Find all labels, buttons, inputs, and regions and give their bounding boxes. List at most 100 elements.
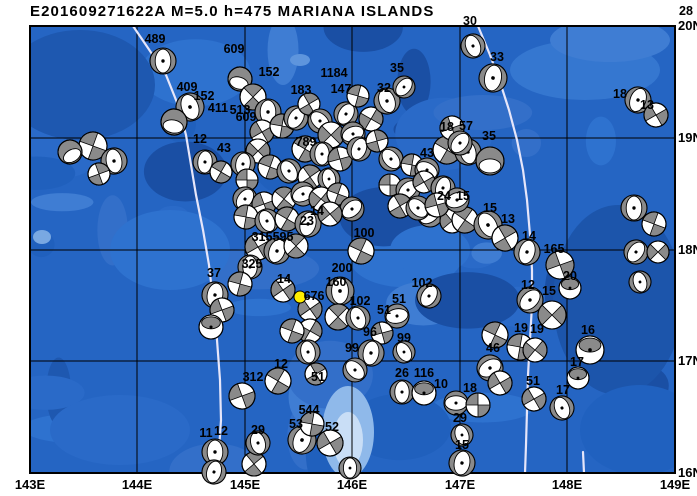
focal-mechanism-ball	[283, 233, 309, 259]
depth-label: 183	[291, 83, 312, 97]
depth-label: 14	[522, 229, 536, 243]
ocean-blob	[30, 30, 155, 140]
depth-label: 312	[243, 370, 264, 384]
focal-mechanism-ball	[516, 286, 544, 314]
depth-label: 33	[490, 50, 504, 64]
ball-axis-dot	[568, 286, 572, 290]
ocean-blob	[30, 193, 94, 212]
depth-label: 18	[463, 381, 477, 395]
depth-label: 99	[397, 331, 411, 345]
y-axis-label: 18N	[678, 242, 697, 257]
ball-outline	[283, 233, 309, 259]
ball-outline	[641, 211, 667, 237]
ball-axis-dot	[320, 152, 324, 156]
focal-mechanism-ball	[643, 102, 669, 128]
ocean-blob	[30, 375, 85, 410]
focal-mechanism-ball	[444, 187, 470, 213]
ball-compression-cap	[560, 278, 580, 291]
ball-outline	[279, 318, 305, 344]
depth-label: 152	[194, 89, 215, 103]
ball-axis-dot	[488, 366, 492, 370]
focal-mechanism-ball	[254, 208, 280, 234]
depth-label: 43	[217, 141, 231, 155]
depth-label: 28	[679, 4, 693, 18]
focal-mechanism-ball	[641, 211, 667, 237]
ocean-blob	[580, 385, 675, 473]
ball-axis-dot	[243, 197, 247, 201]
focal-mechanism-ball	[227, 66, 253, 92]
x-axis-label: 144E	[122, 477, 153, 492]
focal-mechanism-ball	[316, 429, 344, 457]
ball-axis-dot	[294, 116, 298, 120]
ball-axis-dot	[389, 157, 393, 161]
focal-mechanism-ball	[201, 438, 229, 466]
focal-mechanism-ball	[487, 370, 513, 396]
focal-mechanism-ball	[264, 367, 292, 395]
ball-axis-dot	[357, 147, 361, 151]
ball-axis-dot	[265, 219, 269, 223]
focal-mechanism-ball	[491, 224, 519, 252]
focal-mechanism-ball	[465, 392, 491, 418]
ball-axis-dot	[344, 112, 348, 116]
depth-label: 51	[392, 292, 406, 306]
ocean-blob	[471, 242, 502, 264]
focal-mechanism-ball	[460, 33, 486, 59]
depth-label: 18	[440, 120, 454, 134]
focal-mechanism-ball	[338, 456, 362, 480]
depth-label: 18	[613, 87, 627, 101]
ball-axis-dot	[634, 250, 638, 254]
ocean-blob	[290, 54, 310, 66]
ball-axis-dot	[525, 250, 529, 254]
depth-label: 513	[230, 103, 251, 117]
depth-label: 13	[640, 98, 654, 112]
ball-compression-cap	[578, 337, 602, 353]
depth-label: 595	[273, 230, 294, 244]
ball-axis-dot	[213, 450, 217, 454]
ball-axis-dot	[588, 348, 592, 352]
depth-label: 325	[242, 257, 263, 271]
ball-axis-dot	[441, 186, 445, 190]
depth-label: 26	[395, 366, 409, 380]
focal-mechanism-ball	[623, 239, 649, 265]
ball-outline	[487, 370, 513, 396]
focal-mechanism-ball	[448, 449, 476, 477]
ocean-blob	[347, 394, 451, 461]
ball-outline	[558, 276, 582, 300]
depth-label: 11	[199, 426, 212, 440]
ocean-blob	[50, 395, 190, 465]
ball-axis-dot	[248, 265, 252, 269]
depth-label: 676	[304, 289, 325, 303]
focal-mechanism-ball	[549, 395, 575, 421]
ball-axis-dot	[416, 206, 420, 210]
ball-axis-dot	[369, 351, 373, 355]
depth-label: 315	[252, 230, 273, 244]
ball-tension-cap	[478, 158, 502, 174]
ball-axis-dot	[241, 162, 245, 166]
focal-mechanism-ball	[295, 339, 321, 365]
focal-mechanism-ball	[412, 170, 436, 194]
ball-outline	[264, 367, 292, 395]
ball-outline	[198, 314, 224, 340]
focal-mechanism-ball	[339, 196, 365, 222]
depth-label: 29	[453, 411, 467, 425]
ball-axis-dot	[632, 206, 636, 210]
ball-compression-cap	[201, 316, 221, 330]
ocean-blob	[323, 26, 403, 52]
focal-mechanism-ball	[357, 339, 385, 367]
focal-mechanism-ball	[235, 168, 259, 192]
depth-label: 544	[299, 403, 320, 417]
depth-label: 46	[486, 341, 500, 355]
focal-mechanism-ball	[304, 362, 328, 386]
x-axis-label: 148E	[552, 477, 583, 492]
depth-label: 17	[570, 355, 584, 369]
depth-label: 165	[544, 242, 565, 256]
focal-mechanism-ball	[370, 321, 394, 345]
ball-axis-dot	[306, 222, 310, 226]
ball-axis-dot	[395, 314, 399, 318]
depth-label: 489	[145, 32, 166, 46]
ball-outline	[522, 337, 548, 363]
depth-label: 51	[311, 370, 325, 384]
ball-axis-dot	[400, 390, 404, 394]
